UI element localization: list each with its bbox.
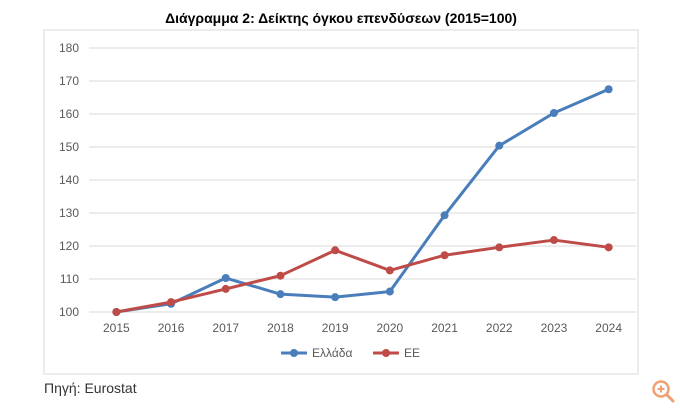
data-point — [112, 308, 121, 316]
data-point — [331, 293, 340, 302]
legend-swatch-marker — [290, 349, 298, 357]
x-tick-label: 2015 — [103, 321, 130, 335]
y-tick-label: 140 — [59, 173, 79, 187]
x-tick-label: 2016 — [158, 321, 185, 335]
data-point — [604, 243, 613, 252]
gridlines — [89, 47, 636, 313]
x-tick-label: 2021 — [431, 321, 458, 335]
data-point — [549, 236, 558, 245]
x-axis-ticks: 2015 2016 2017 2018 2019 2020 2021 2022 2023 2024 — [103, 321, 622, 335]
zoom-in-icon[interactable] — [650, 378, 676, 404]
data-point — [495, 141, 504, 150]
y-tick-label: 110 — [60, 272, 79, 286]
x-tick-label: 2022 — [486, 321, 513, 335]
y-tick-label: 160 — [59, 107, 79, 121]
legend: Ελλάδα ΕΕ — [281, 346, 420, 360]
data-point — [440, 211, 449, 220]
y-tick-label: 170 — [59, 74, 79, 88]
data-point — [276, 290, 285, 299]
chart: Διάγραμμα 2: Δείκτης όγκου επενδύσεων (2… — [43, 10, 639, 375]
series-line-1 — [114, 238, 611, 314]
x-tick-label: 2023 — [541, 321, 568, 335]
series-line-0 — [114, 87, 611, 314]
y-tick-label: 120 — [59, 239, 79, 253]
data-point — [385, 287, 394, 296]
data-point — [276, 271, 285, 280]
data-point — [331, 246, 340, 255]
data-point — [221, 274, 230, 283]
legend-label: Ελλάδα — [312, 346, 352, 360]
source-label: Πηγή: Eurostat — [44, 380, 137, 396]
data-point — [221, 284, 230, 293]
x-tick-label: 2024 — [595, 321, 622, 335]
data-point — [495, 243, 504, 252]
chart-title: Διάγραμμα 2: Δείκτης όγκου επενδύσεων (2… — [165, 10, 517, 26]
x-tick-label: 2020 — [376, 321, 403, 335]
y-tick-label: 180 — [59, 41, 79, 55]
y-tick-label: 130 — [59, 206, 79, 220]
data-point — [167, 298, 176, 307]
chart-frame — [43, 29, 639, 375]
y-tick-label: 150 — [59, 140, 79, 154]
data-point — [440, 251, 449, 260]
legend-swatch-marker — [382, 349, 390, 357]
x-tick-label: 2019 — [322, 321, 349, 335]
data-point — [385, 266, 394, 275]
data-point — [549, 109, 558, 118]
y-tick-label: 100 — [59, 305, 79, 319]
series-layer — [112, 85, 613, 316]
legend-label: ΕΕ — [404, 346, 420, 360]
x-tick-label: 2017 — [212, 321, 239, 335]
y-axis-ticks: 100 110 120 130 140 150 160 170 180 — [59, 41, 79, 319]
x-tick-label: 2018 — [267, 321, 294, 335]
data-point — [604, 85, 613, 94]
